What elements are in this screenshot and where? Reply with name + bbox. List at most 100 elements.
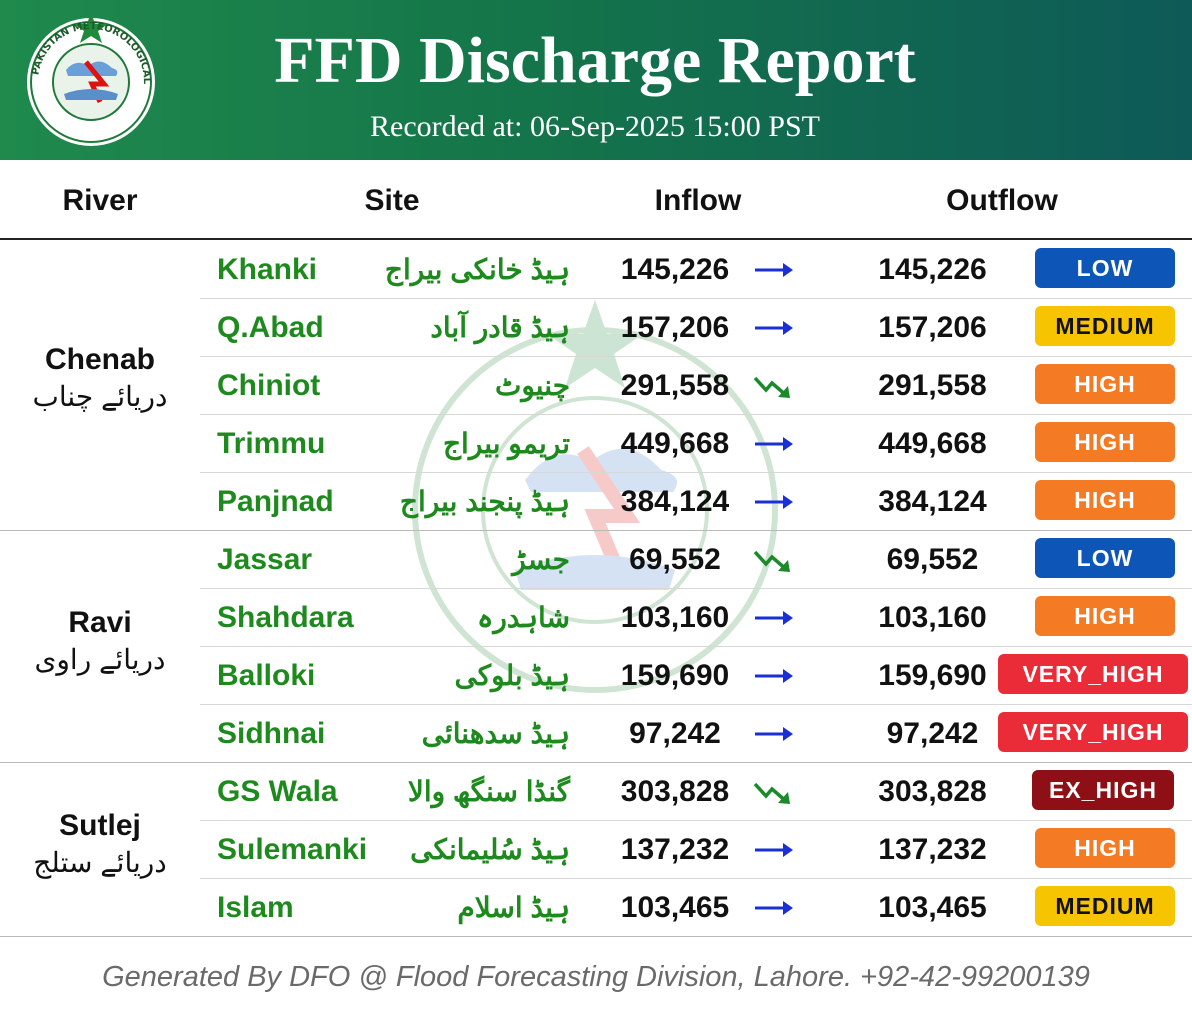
outflow-value: 291,558 <box>878 369 987 402</box>
table-row: Trimmu تریمو بیراج 449,668 449,668 HIGH <box>200 415 1192 473</box>
site-name: Trimmu <box>217 427 326 460</box>
inflow-value: 159,690 <box>620 659 730 692</box>
column-header-site: Site <box>364 184 420 217</box>
row-divider <box>200 356 1192 357</box>
table-row: Sidhnai ہیڈ سدھنائی 97,242 97,242 VERY_HIGH <box>200 705 1192 763</box>
page-title: FFD Discharge Report <box>274 24 916 97</box>
outflow-value: 157,206 <box>878 311 987 344</box>
site-name: Panjnad <box>217 485 334 518</box>
site-name-urdu: ہیڈ سدھنائی <box>421 718 570 749</box>
trend-steady-icon <box>755 669 793 683</box>
inflow-value: 384,124 <box>620 485 730 518</box>
status-badge: MEDIUM <box>1035 886 1175 926</box>
table-row: Panjnad ہیڈ پنجند بیراج 384,124 384,124 HIGH <box>200 473 1192 531</box>
trend-falling-icon <box>753 376 790 398</box>
status-badge: LOW <box>1035 538 1175 578</box>
table-row: Sulemanki ہیڈ سُلیمانکی 137,232 137,232 HIGH <box>200 821 1192 879</box>
status-badge: VERY_HIGH <box>998 654 1188 694</box>
outflow-value: 449,668 <box>878 427 987 460</box>
site-name: Sulemanki <box>217 833 368 866</box>
table-row: Chiniot چنیوٹ 291,558 291,558 HIGH <box>200 357 1192 415</box>
outflow-value: 303,828 <box>878 775 987 808</box>
site-name: Islam <box>217 891 294 924</box>
site-name: Q.Abad <box>217 311 324 344</box>
report-header: PAKISTAN METEOROLOGICAL DEPARTMENT FFD D… <box>0 0 1192 160</box>
inflow-value: 303,828 <box>620 775 730 808</box>
site-name: Balloki <box>217 659 316 692</box>
inflow-value: 449,668 <box>620 427 730 460</box>
outflow-value: 97,242 <box>886 717 979 750</box>
status-badge: HIGH <box>1035 828 1175 868</box>
site-name-urdu: ہیڈ قادر آباد <box>430 312 570 343</box>
site-name: Sidhnai <box>217 717 326 750</box>
status-badge: HIGH <box>1035 422 1175 462</box>
row-divider <box>200 298 1192 299</box>
site-name-urdu: تریمو بیراج <box>442 428 570 459</box>
outflow-value: 103,160 <box>878 601 987 634</box>
river-name-urdu: دریائے ستلج <box>33 847 167 878</box>
site-name-urdu: چنیوٹ <box>494 370 570 401</box>
outflow-value: 384,124 <box>878 485 987 518</box>
site-name: Khanki <box>217 253 318 286</box>
site-name-urdu: شاہدرہ <box>476 602 570 633</box>
table-row: Jassar جسڑ 69,552 69,552 LOW <box>200 531 1192 589</box>
inflow-value: 103,160 <box>620 601 730 634</box>
recorded-timestamp: Recorded at: 06-Sep-2025 15:00 PST <box>370 110 820 143</box>
row-divider <box>200 646 1192 647</box>
trend-steady-icon <box>755 727 793 741</box>
outflow-value: 69,552 <box>886 543 979 576</box>
trend-steady-icon <box>755 843 793 857</box>
status-badge: MEDIUM <box>1035 306 1175 346</box>
footer-divider <box>0 936 1192 937</box>
trend-steady-icon <box>755 263 793 277</box>
inflow-value: 97,242 <box>629 717 721 750</box>
site-name-urdu: ہیڈ اسلام <box>457 892 570 923</box>
trend-steady-icon <box>755 437 793 451</box>
river-group-ravi: Ravi دریائے راوی <box>0 605 200 679</box>
table-row: Balloki ہیڈ بلوکی 159,690 159,690 VERY_HIGH <box>200 647 1192 705</box>
status-badge: VERY_HIGH <box>998 712 1188 752</box>
table-row: Q.Abad ہیڈ قادر آباد 157,206 157,206 MEDIUM <box>200 299 1192 357</box>
table-row: Islam ہیڈ اسلام 103,465 103,465 MEDIUM <box>200 879 1192 937</box>
status-badge: HIGH <box>1035 596 1175 636</box>
river-name: Sutlej <box>59 809 141 842</box>
row-divider <box>200 878 1192 879</box>
row-divider <box>200 414 1192 415</box>
table-row: GS Wala گنڈا سنگھ والا 303,828 303,828 EX_HI… <box>200 763 1192 821</box>
outflow-value: 103,465 <box>878 891 987 924</box>
header-divider <box>0 238 1192 240</box>
site-name-urdu: جسڑ <box>512 544 570 575</box>
row-divider <box>200 472 1192 473</box>
row-divider <box>200 820 1192 821</box>
inflow-value: 69,552 <box>629 543 721 576</box>
site-name-urdu: ہیڈ خانکی بیراج <box>384 254 570 285</box>
trend-steady-icon <box>755 495 793 509</box>
status-badge: EX_HIGH <box>1032 770 1174 810</box>
inflow-value: 103,465 <box>620 891 730 924</box>
group-divider <box>0 762 1192 763</box>
site-name-urdu: ہیڈ بلوکی <box>454 660 570 691</box>
site-name: GS Wala <box>217 775 338 808</box>
trend-steady-icon <box>755 901 793 915</box>
group-divider <box>0 530 1192 531</box>
trend-steady-icon <box>755 611 793 625</box>
site-name-urdu: ہیڈ پنجند بیراج <box>399 486 570 517</box>
river-group-chenab: Chenab دریائے چناب <box>0 342 200 416</box>
column-header-inflow: Inflow <box>654 184 742 217</box>
site-name: Shahdara <box>217 601 354 634</box>
river-group-sutlej: Sutlej دریائے ستلج <box>0 808 200 882</box>
column-header-river: River <box>62 184 138 217</box>
status-badge: HIGH <box>1035 480 1175 520</box>
inflow-value: 137,232 <box>620 833 730 866</box>
river-name: Ravi <box>68 606 132 639</box>
trend-falling-icon <box>753 550 790 572</box>
inflow-value: 145,226 <box>620 253 730 286</box>
outflow-value: 145,226 <box>878 253 987 286</box>
trend-steady-icon <box>755 321 793 335</box>
outflow-value: 159,690 <box>878 659 987 692</box>
footer-credit: Generated By DFO @ Flood Forecasting Div… <box>102 961 1090 993</box>
row-divider <box>200 588 1192 589</box>
site-name-urdu: ہیڈ سُلیمانکی <box>410 834 570 865</box>
site-name-urdu: گنڈا سنگھ والا <box>407 776 570 807</box>
trend-falling-icon <box>753 782 790 804</box>
